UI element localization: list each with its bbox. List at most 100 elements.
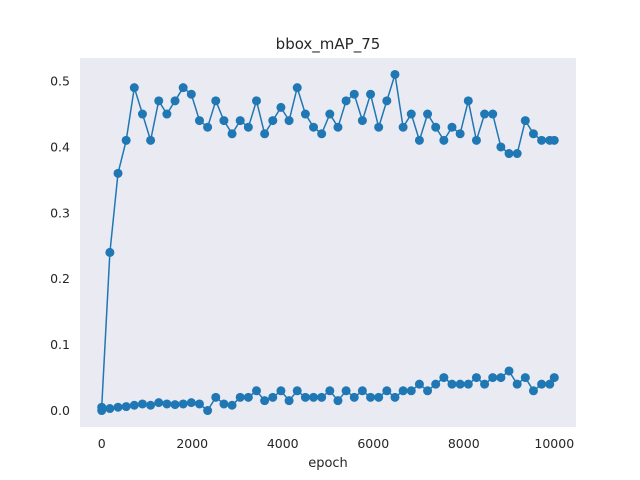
data-point [284, 116, 294, 126]
data-point [194, 399, 204, 409]
data-point [300, 392, 310, 402]
series-group [97, 69, 559, 416]
data-point [309, 392, 319, 402]
data-point [349, 89, 359, 99]
data-point [423, 109, 433, 119]
x-tick-label: 8000 [448, 436, 480, 451]
data-point [284, 396, 294, 406]
data-point [447, 122, 457, 132]
data-point [357, 386, 367, 396]
data-point [113, 402, 123, 412]
data-point [366, 392, 376, 402]
x-axis-label: epoch [308, 456, 348, 471]
data-point [406, 386, 416, 396]
data-point [390, 392, 400, 402]
data-point [488, 373, 498, 383]
data-point [504, 366, 514, 376]
data-point [349, 392, 359, 402]
data-point [170, 96, 180, 106]
data-point [463, 379, 473, 389]
data-point [463, 96, 473, 106]
data-point [341, 96, 351, 106]
y-tick-label: 0.4 [50, 139, 70, 154]
data-point [219, 116, 229, 126]
tick-group: 0 2000 4000 6000 8000 10000 0.0 0.1 0.2 0.3 0.4 0.5 [50, 74, 574, 451]
data-point [471, 135, 481, 145]
x-tick-label: 0 [98, 436, 106, 451]
data-point [325, 386, 335, 396]
data-point [194, 116, 204, 126]
data-point [325, 109, 335, 119]
data-point [333, 396, 343, 406]
data-point [309, 122, 319, 132]
data-point [512, 149, 522, 159]
data-point [537, 135, 547, 145]
data-point [162, 399, 172, 409]
data-point [439, 373, 449, 383]
data-point [186, 89, 196, 99]
data-point [366, 89, 376, 99]
data-point [398, 386, 408, 396]
data-point [186, 398, 196, 408]
data-point [292, 386, 302, 396]
data-point [549, 135, 559, 145]
data-point [414, 135, 424, 145]
x-tick-label: 4000 [267, 436, 299, 451]
data-point [121, 135, 131, 145]
data-point [374, 122, 384, 132]
data-point [528, 386, 538, 396]
data-point [235, 116, 245, 126]
data-point [317, 392, 327, 402]
data-point [545, 379, 555, 389]
data-point [260, 396, 270, 406]
x-tick-label: 6000 [357, 436, 389, 451]
data-point [146, 135, 156, 145]
data-point [105, 404, 115, 414]
x-tick-label: 2000 [176, 436, 208, 451]
y-tick-label: 0.0 [50, 403, 70, 418]
data-point [178, 399, 188, 409]
data-point [113, 168, 123, 178]
data-point [520, 116, 530, 126]
data-point [496, 373, 506, 383]
data-point [251, 386, 261, 396]
data-point [121, 402, 131, 412]
y-tick-label: 0.5 [50, 74, 70, 89]
data-point [406, 109, 416, 119]
y-tick-label: 0.2 [50, 271, 70, 286]
data-point [146, 400, 156, 410]
data-point [382, 96, 392, 106]
data-point [292, 83, 302, 93]
data-point [431, 379, 441, 389]
data-point [154, 96, 164, 106]
y-tick-label: 0.1 [50, 337, 70, 352]
data-point [227, 400, 237, 410]
data-point [398, 122, 408, 132]
data-point [357, 116, 367, 126]
data-point [203, 406, 213, 416]
data-point [154, 398, 164, 408]
data-point [178, 83, 188, 93]
data-point [528, 129, 538, 139]
data-point [129, 83, 139, 93]
data-point [211, 392, 221, 402]
y-tick-label: 0.3 [50, 205, 70, 220]
data-point [235, 392, 245, 402]
data-point [537, 379, 547, 389]
data-point [243, 122, 253, 132]
data-point [137, 399, 147, 409]
data-point [243, 392, 253, 402]
data-point [390, 69, 400, 79]
data-point [268, 392, 278, 402]
data-point [97, 406, 107, 416]
data-point [471, 373, 481, 383]
data-point [455, 379, 465, 389]
data-point [137, 109, 147, 119]
data-point [227, 129, 237, 139]
data-point [382, 386, 392, 396]
data-point [496, 142, 506, 152]
data-point [219, 399, 229, 409]
data-point [447, 379, 457, 389]
